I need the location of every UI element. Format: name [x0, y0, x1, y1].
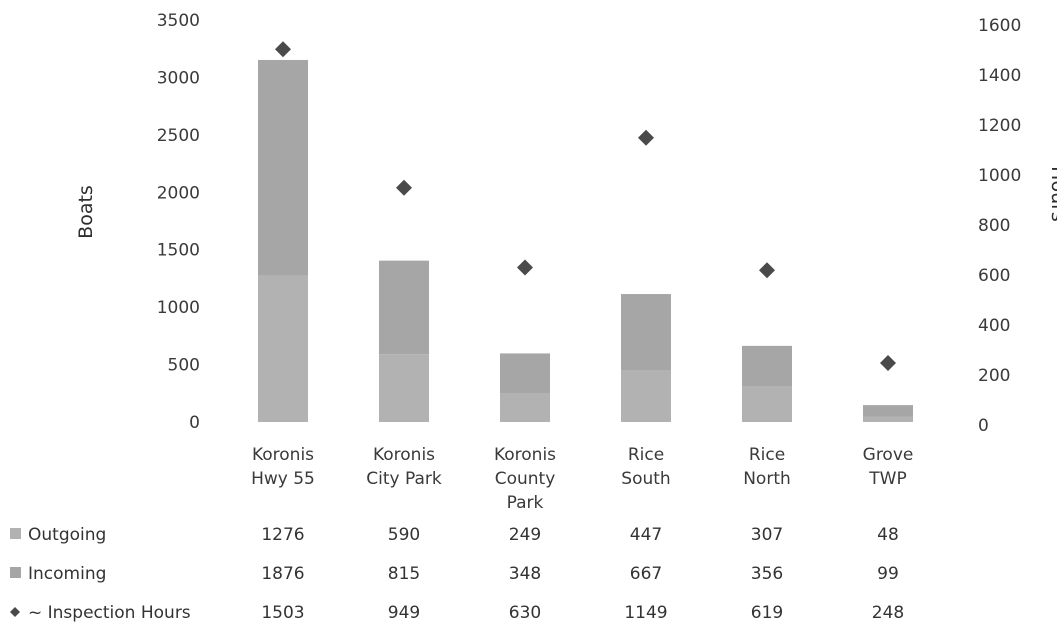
marker-inspection-hours [880, 355, 896, 371]
category-label: Rice [628, 445, 664, 465]
category-label: Rice [749, 445, 785, 465]
category-label: Koronis [494, 445, 556, 465]
bar-incoming [258, 59, 308, 276]
bar-outgoing [379, 354, 429, 422]
y-axis-title: Boats [75, 185, 97, 239]
category-label: Grove [863, 445, 914, 465]
data-table-cell: 815 [388, 564, 420, 584]
legend-key-outgoing [10, 528, 21, 539]
data-table-cell: 48 [877, 525, 899, 545]
data-table-cell: 667 [630, 564, 662, 584]
category-label: Koronis [373, 445, 435, 465]
data-table-cell: 249 [509, 525, 541, 545]
marker-inspection-hours [396, 179, 412, 196]
data-table-cell: 348 [509, 564, 541, 584]
category-label: City Park [366, 469, 442, 489]
y-tick-label: 500 [168, 356, 200, 376]
data-table-cell: 630 [509, 603, 541, 623]
category-label: North [743, 469, 791, 489]
data-table-cell: 307 [751, 525, 783, 545]
y2-tick-label: 600 [978, 266, 1010, 286]
data-table-cell: 590 [388, 525, 420, 545]
marker-inspection-hours [759, 262, 775, 279]
data-table-cell: 1503 [261, 603, 304, 623]
category-label: Hwy 55 [251, 469, 315, 489]
bar-incoming [742, 345, 792, 387]
legend-label: Incoming [28, 564, 106, 584]
y2-tick-label: 800 [978, 216, 1010, 236]
bar-incoming [379, 260, 429, 355]
bar-outgoing [863, 416, 913, 422]
y2-axis-title: Hours [1047, 166, 1057, 222]
data-table-cell: 99 [877, 564, 899, 584]
y2-tick-label: 0 [978, 416, 989, 436]
category-label: Park [507, 493, 544, 513]
y-tick-label: 3000 [157, 68, 200, 88]
legend-key-inspection-hours [10, 607, 20, 617]
y-tick-label: 2000 [157, 183, 200, 203]
bar-outgoing [500, 393, 550, 422]
y-tick-label: 3500 [157, 11, 200, 31]
y-tick-label: 2500 [157, 126, 200, 146]
bar-outgoing [742, 386, 792, 422]
y-tick-label: 1500 [157, 241, 200, 261]
y-tick-label: 1000 [157, 298, 200, 318]
bar-outgoing [258, 275, 308, 422]
y2-tick-label: 1600 [978, 16, 1021, 36]
category-label: South [621, 469, 670, 489]
legend-label: Outgoing [28, 525, 106, 545]
data-table-cell: 356 [751, 564, 783, 584]
y-tick-label: 0 [189, 413, 200, 433]
bar-incoming [621, 294, 671, 371]
data-table-cell: 1876 [261, 564, 304, 584]
data-table-cell: 1276 [261, 525, 304, 545]
bar-outgoing [621, 370, 671, 422]
marker-inspection-hours [638, 129, 654, 146]
data-table-cell: 949 [388, 603, 420, 623]
y2-tick-label: 400 [978, 316, 1010, 336]
marker-inspection-hours [275, 41, 291, 58]
data-table-cell: 1149 [624, 603, 667, 623]
y2-tick-label: 200 [978, 366, 1010, 386]
category-label: TWP [868, 469, 906, 489]
data-table-cell: 447 [630, 525, 662, 545]
data-table-cell: 619 [751, 603, 783, 623]
legend-label: ~ Inspection Hours [28, 603, 191, 623]
y2-tick-label: 1400 [978, 66, 1021, 86]
category-label: Koronis [252, 445, 314, 465]
data-table-cell: 248 [872, 603, 904, 623]
category-label: County [495, 469, 556, 489]
marker-inspection-hours [517, 259, 533, 276]
bar-incoming [863, 405, 913, 417]
legend-key-incoming [10, 567, 21, 578]
bar-incoming [500, 353, 550, 394]
y2-tick-label: 1000 [978, 166, 1021, 186]
y2-tick-label: 1200 [978, 116, 1021, 136]
